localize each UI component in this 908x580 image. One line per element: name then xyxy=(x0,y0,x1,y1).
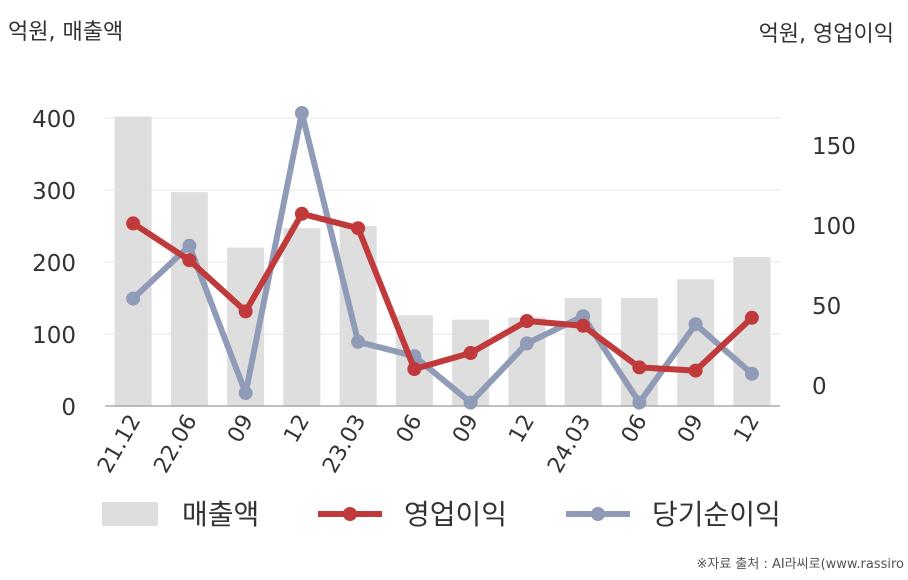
data-point xyxy=(688,363,703,378)
data-point xyxy=(182,253,197,268)
data-point xyxy=(407,362,422,376)
data-point xyxy=(182,238,197,253)
left-axis-unit: 억원, 매출액 xyxy=(8,20,124,45)
legend-swatch xyxy=(102,502,158,526)
left-tick-label: 200 xyxy=(32,251,76,277)
x-tick-label: 12 xyxy=(729,411,765,448)
data-point xyxy=(294,106,309,120)
bar xyxy=(620,298,658,406)
x-tick-label: 06 xyxy=(617,411,653,448)
data-point xyxy=(632,360,647,375)
bar xyxy=(283,228,321,406)
legend-label: 영업이익 xyxy=(404,498,507,531)
right-tick-label: 0 xyxy=(812,374,827,400)
bar xyxy=(170,192,208,406)
left-tick-label: 0 xyxy=(61,395,76,421)
x-tick-label: 23.03 xyxy=(318,411,371,478)
data-point xyxy=(744,366,759,381)
data-point xyxy=(294,206,309,221)
legend-marker xyxy=(591,507,605,521)
legend-label: 당기순이익 xyxy=(652,498,781,531)
right-axis-unit: 억원, 영업이익 xyxy=(758,22,894,47)
data-point xyxy=(351,221,366,236)
legend-marker xyxy=(343,507,357,521)
right-tick-label: 100 xyxy=(812,214,856,240)
data-point xyxy=(576,318,591,333)
x-tick-label: 12 xyxy=(504,411,540,448)
x-tick-label: 09 xyxy=(448,411,484,448)
x-tick-label: 24.03 xyxy=(543,411,596,478)
left-tick-label: 100 xyxy=(32,323,76,349)
series-line xyxy=(131,110,754,406)
x-tick-label: 09 xyxy=(223,411,259,448)
data-point xyxy=(519,314,534,328)
data-point xyxy=(576,309,591,324)
right-tick-label: 50 xyxy=(812,294,841,320)
right-tick-label: 150 xyxy=(812,134,856,160)
data-point xyxy=(688,317,703,332)
data-point xyxy=(126,216,141,231)
bar xyxy=(508,317,546,406)
x-tick-label: 22.06 xyxy=(149,411,202,478)
series-line xyxy=(131,210,754,374)
x-tick-label: 06 xyxy=(392,411,428,448)
source-note: ※자료 출처 : AI라씨로(www.rassiro xyxy=(696,557,904,572)
legend-label: 매출액 xyxy=(182,498,259,531)
data-point xyxy=(744,310,759,325)
data-point xyxy=(463,346,478,360)
data-point xyxy=(351,334,366,349)
data-point xyxy=(238,386,253,400)
x-tick-label: 21.12 xyxy=(93,411,146,478)
left-tick-label: 400 xyxy=(32,107,76,133)
data-point xyxy=(126,291,141,306)
bar xyxy=(114,116,152,406)
x-tick-label: 09 xyxy=(673,411,709,448)
x-tick-label: 12 xyxy=(279,411,315,448)
left-tick-label: 300 xyxy=(32,179,76,205)
data-point xyxy=(463,395,478,410)
data-point xyxy=(632,395,647,410)
data-point xyxy=(519,336,534,351)
data-point xyxy=(238,304,253,319)
